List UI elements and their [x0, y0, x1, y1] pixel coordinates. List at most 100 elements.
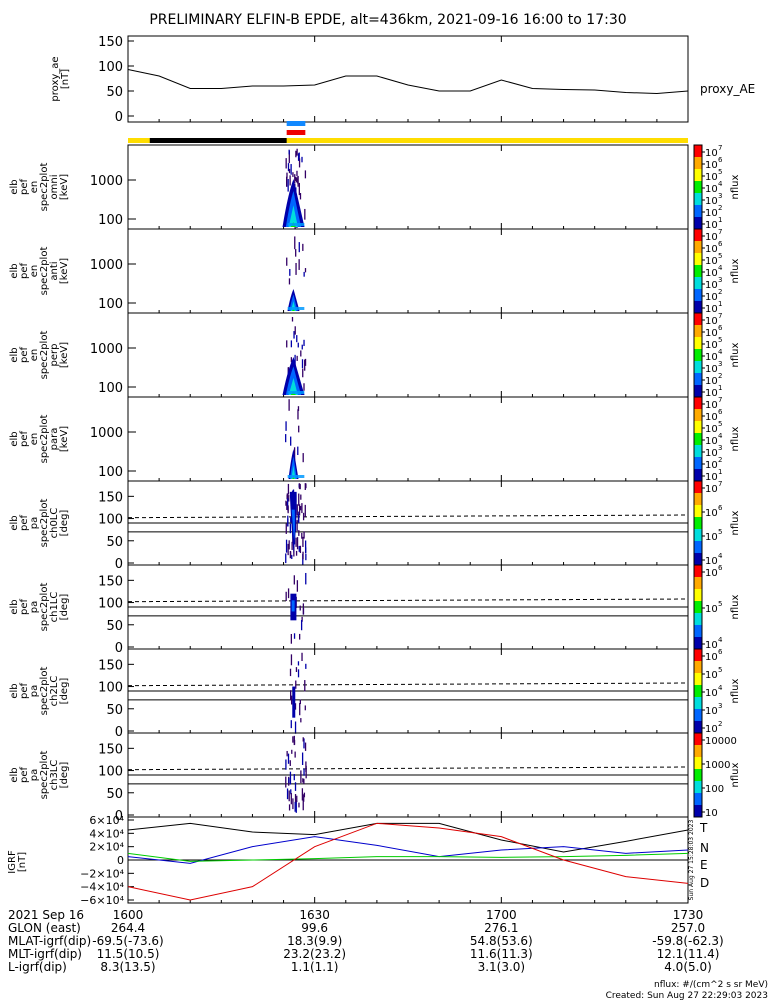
- colorbar-tick-label: 10: [705, 244, 718, 255]
- colorbar-tick-label: 10: [705, 460, 718, 471]
- colorbar-tick-label: 10: [705, 148, 718, 159]
- b-legend-N: N: [700, 841, 709, 855]
- orbit-row-value: 99.6: [301, 921, 328, 935]
- y-tick-label: 0: [115, 557, 123, 572]
- pa-ylabel-line: pa: [29, 685, 40, 697]
- colorbar-swatch: [694, 541, 702, 554]
- b-ylabel-line: IGRF: [7, 850, 18, 874]
- black-bar: [149, 138, 287, 143]
- y-tick-label: 150: [98, 658, 123, 673]
- spectrogram-blob: [282, 357, 305, 395]
- colorbar-tick-exponent: 6: [718, 324, 723, 332]
- colorbar-tick-label: 10: [705, 808, 718, 819]
- colorbar-swatch: [694, 289, 702, 302]
- colorbar-swatch: [694, 637, 702, 650]
- y-tick-label: 1000: [90, 426, 123, 441]
- spec-ylabel-line: elb: [9, 263, 20, 278]
- colorbar-swatch: [694, 217, 702, 230]
- colorbar-swatch: [694, 505, 702, 518]
- colorbar-tick-exponent: 3: [718, 192, 722, 200]
- colorbar-swatch: [694, 577, 702, 590]
- orbit-row-value: 1600: [113, 908, 144, 922]
- y-tick-label: 150: [98, 35, 123, 50]
- colorbar-tick-label: 10: [705, 376, 718, 387]
- ae-panel-frame: [127, 35, 689, 123]
- colorbar-tick-exponent: 5: [718, 252, 722, 260]
- colorbar-swatch: [694, 565, 702, 578]
- y-tick-label: 50: [106, 619, 123, 634]
- colorbar-tick-exponent: 6: [718, 408, 723, 416]
- pa-antiloss-cone-dashed: [127, 514, 689, 519]
- colorbar-tick-label: 10: [705, 208, 718, 219]
- pa-ylabel-line: [deg]: [59, 510, 70, 537]
- spectrogram-floor: [287, 307, 305, 310]
- y-tick-label: 150: [98, 490, 123, 505]
- colorbar-tick-exponent: 5: [718, 666, 722, 674]
- colorbar-zlabel: nflux: [730, 426, 741, 451]
- spec-ylabel-line: elb: [9, 347, 20, 362]
- colorbar-swatch: [694, 673, 702, 686]
- y-tick-label: 0: [115, 641, 123, 656]
- colorbar-swatch: [694, 265, 702, 278]
- y-tick-label: 100: [98, 213, 123, 228]
- colorbar-tick-label: 10: [705, 604, 718, 615]
- spec-ylabel-line: elb: [9, 431, 20, 446]
- spec-ylabel-line: spec2plot: [39, 415, 50, 464]
- colorbar-swatch: [694, 757, 702, 770]
- spec-panel-frame: [127, 312, 689, 398]
- pa-ylabel-line: ch0LC: [49, 508, 60, 539]
- colorbar-tick-exponent: 1: [718, 384, 722, 392]
- pa-antiloss-cone-dashed: [127, 682, 689, 687]
- spec-ylabel-line: en: [29, 349, 40, 362]
- plot-title: PRELIMINARY ELFIN-B EPDE, alt=436km, 202…: [149, 12, 626, 28]
- colorbar-tick-exponent: 2: [718, 288, 722, 296]
- orbit-row-name: 2021 Sep 16: [8, 908, 84, 922]
- colorbar-tick-exponent: 4: [718, 432, 723, 440]
- pa-ylabel-line: pa: [29, 601, 40, 613]
- colorbar-tick-exponent: 3: [718, 702, 722, 710]
- colorbar-tick-exponent: 3: [718, 444, 722, 452]
- pa-ylabel-line: pef: [19, 515, 30, 532]
- pa-ylabel-line: pef: [19, 683, 30, 700]
- colorbar-swatch: [694, 205, 702, 218]
- spec-ylabel-line: elb: [9, 179, 20, 194]
- colorbar-tick-exponent: 4: [718, 180, 723, 188]
- y-tick-label: 0: [115, 809, 123, 824]
- colorbar-tick-label: 10000: [705, 736, 737, 747]
- pa-colorbar: 10000 1000 100 10 nflux: [693, 732, 741, 819]
- pa-ylabel-line: spec2plot: [39, 583, 50, 632]
- colorbar-zlabel: nflux: [730, 510, 741, 535]
- y-tick-label: 0: [115, 725, 123, 740]
- colorbar-swatch: [694, 433, 702, 446]
- pa-antiloss-cone-dashed: [127, 598, 689, 603]
- colorbar-swatch: [694, 493, 702, 506]
- colorbar-tick-exponent: 5: [718, 600, 722, 608]
- colorbar-tick-label: 10: [705, 388, 718, 399]
- colorbar-swatch: [694, 445, 702, 458]
- colorbar-swatch: [694, 661, 702, 674]
- colorbar-swatch: [694, 193, 702, 206]
- colorbar-tick-exponent: 6: [718, 156, 723, 164]
- spectrogram-blob: [282, 179, 305, 227]
- footer-created: Created: Sun Aug 27 22:29:03 2023: [606, 991, 768, 1000]
- colorbar-swatch: [694, 745, 702, 758]
- colorbar-swatch: [694, 169, 702, 182]
- y-tick-label: 50: [106, 535, 123, 550]
- colorbar-tick-label: 10: [705, 706, 718, 717]
- colorbar-tick-exponent: 4: [718, 348, 723, 356]
- y-tick-label: 50: [106, 703, 123, 718]
- colorbar-tick-label: 10: [705, 448, 718, 459]
- spec-ylabel-line: pef: [19, 347, 30, 364]
- colorbar-tick-exponent: 4: [718, 684, 723, 692]
- orbit-row-value: 4.0(5.0): [664, 960, 712, 974]
- spectrogram-blob-core: [288, 377, 298, 395]
- colorbar-tick-exponent: 4: [718, 552, 723, 560]
- pa-ylabel-line: ch1LC: [49, 592, 60, 623]
- colorbar-tick-label: 10: [705, 316, 718, 327]
- spec-ylabel-line: [keV]: [59, 342, 70, 368]
- orbit-row-value: 1630: [299, 908, 330, 922]
- spec-ylabel-line: omni: [49, 175, 60, 200]
- colorbar-swatch: [694, 685, 702, 698]
